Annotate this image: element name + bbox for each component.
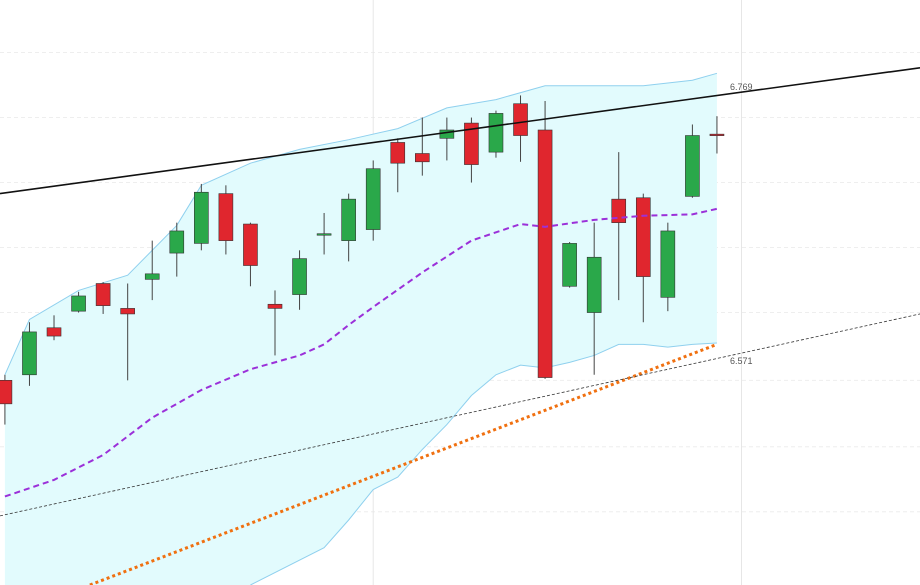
candle-body <box>635 197 651 277</box>
candle-body <box>0 380 13 405</box>
overlay-line <box>89 342 718 585</box>
candle-body <box>513 103 528 136</box>
candle-body <box>22 331 37 376</box>
candle-body <box>562 243 577 287</box>
candle-body <box>709 133 725 136</box>
candle-body <box>316 233 332 236</box>
candle-body <box>537 129 553 378</box>
candle-body <box>292 258 307 295</box>
band-line <box>250 342 717 585</box>
band-fill <box>4 73 717 585</box>
candle-body <box>194 191 209 244</box>
candle-body <box>267 303 283 309</box>
candle-body <box>415 153 430 163</box>
candle-body <box>95 283 111 306</box>
candle-body <box>390 142 406 164</box>
overlay-line <box>0 66 920 195</box>
candle-body <box>365 168 381 230</box>
candle-body <box>218 193 234 241</box>
candle-body <box>586 256 602 313</box>
candle-body <box>71 295 86 312</box>
candle-body <box>685 135 700 197</box>
overlay-line <box>4 207 718 498</box>
candle-body <box>144 273 160 280</box>
overlay-line <box>0 313 920 517</box>
candle-body <box>243 223 258 266</box>
level-label: 6.571 <box>730 356 753 366</box>
level-label: 6.769 <box>730 82 753 92</box>
candle-body <box>341 198 356 241</box>
band-line <box>4 72 718 375</box>
candle-body <box>660 230 676 298</box>
candle-body <box>169 230 185 254</box>
candle-body <box>464 122 479 165</box>
candle-body <box>46 327 62 337</box>
candle-body <box>488 113 504 153</box>
candle-body <box>120 308 135 315</box>
